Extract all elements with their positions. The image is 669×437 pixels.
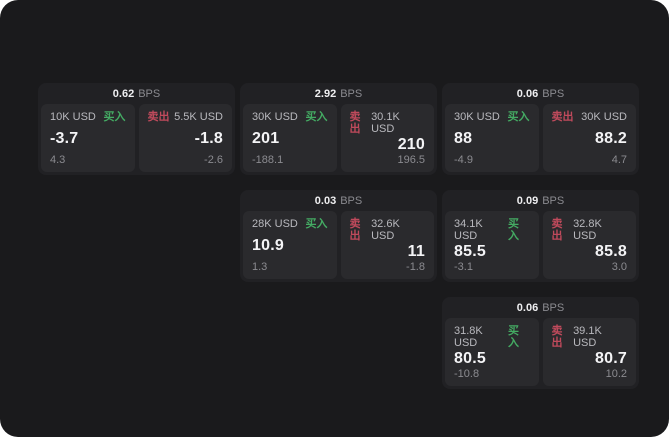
sell-price: 80.7 (595, 350, 627, 367)
sell-change: -1.8 (406, 261, 425, 273)
sell-price: -1.8 (194, 130, 223, 147)
buy-price: 88 (454, 130, 473, 147)
bid-ask-panels: 31.8K USD 买入 80.5 -10.8 卖出 39.1K USD 80.… (445, 318, 636, 386)
bps-header: 0.62 BPS (41, 83, 232, 104)
bid-ask-panels: 30K USD 买入 88 -4.9 卖出 30K USD 88.2 4.7 (445, 104, 636, 172)
quote-card-grid: 0.62 BPS 10K USD 买入 -3.7 4.3 卖出 5.5K USD (38, 83, 639, 389)
buy-side-label: 买入 (507, 111, 530, 123)
buy-change: 4.3 (50, 154, 66, 166)
sell-amount: 39.1K USD (573, 325, 602, 349)
sell-side-label: 卖出 (349, 111, 361, 135)
bid-ask-panels: 10K USD 买入 -3.7 4.3 卖出 5.5K USD -1.8 -2.… (41, 104, 232, 172)
buy-side-label: 买入 (305, 218, 328, 230)
buy-amount: 31.8K USD (454, 325, 483, 349)
buy-side-label: 买入 (103, 111, 126, 123)
sell-change: 196.5 (397, 154, 425, 166)
bps-header: 2.92 BPS (243, 83, 434, 104)
sell-amount: 32.8K USD (573, 218, 602, 242)
sell-change: 10.2 (605, 368, 627, 380)
quote-card: 0.06 BPS 31.8K USD 买入 80.5 -10.8 卖出 39.1… (442, 297, 639, 389)
quote-card: 0.09 BPS 34.1K USD 买入 85.5 -3.1 卖出 32.8K… (442, 190, 639, 282)
bps-unit-label: BPS (542, 301, 565, 314)
sell-side-label: 卖出 (147, 111, 170, 123)
bps-unit-label: BPS (542, 87, 565, 100)
sell-price: 85.8 (595, 243, 627, 260)
bps-value: 0.03 (314, 194, 337, 207)
sell-panel[interactable]: 卖出 30K USD 88.2 4.7 (542, 104, 636, 172)
bps-header: 0.03 BPS (243, 190, 434, 211)
buy-price: 80.5 (454, 350, 486, 367)
buy-panel[interactable]: 30K USD 买入 201 -188.1 (243, 104, 337, 172)
buy-panel[interactable]: 34.1K USD 买入 85.5 -3.1 (445, 211, 539, 279)
sell-change: 4.7 (611, 154, 627, 166)
sell-price: 210 (397, 136, 425, 153)
buy-panel[interactable]: 30K USD 买入 88 -4.9 (445, 104, 539, 172)
sell-amount: 30.1K USD (371, 111, 400, 135)
sell-side-label: 卖出 (349, 218, 361, 242)
buy-change: 1.3 (252, 261, 268, 273)
bid-ask-panels: 34.1K USD 买入 85.5 -3.1 卖出 32.8K USD 85.8… (445, 211, 636, 279)
buy-price: 10.9 (252, 237, 284, 254)
sell-price: 11 (407, 243, 425, 260)
bps-value: 0.62 (112, 87, 135, 100)
sell-panel[interactable]: 卖出 5.5K USD -1.8 -2.6 (138, 104, 232, 172)
sell-side-label: 卖出 (551, 325, 563, 349)
buy-amount: 34.1K USD (454, 218, 483, 242)
bps-value: 0.06 (516, 301, 539, 314)
sell-panel[interactable]: 卖出 39.1K USD 80.7 10.2 (542, 318, 636, 386)
bps-unit-label: BPS (138, 87, 161, 100)
buy-side-label: 买入 (507, 325, 519, 349)
bid-ask-panels: 30K USD 买入 201 -188.1 卖出 30.1K USD 210 1… (243, 104, 434, 172)
buy-panel[interactable]: 31.8K USD 买入 80.5 -10.8 (445, 318, 539, 386)
buy-side-label: 买入 (305, 111, 328, 123)
sell-side-label: 卖出 (551, 111, 574, 123)
sell-amount: 32.6K USD (371, 218, 400, 242)
quote-card: 0.62 BPS 10K USD 买入 -3.7 4.3 卖出 5.5K USD (38, 83, 235, 175)
buy-price: 85.5 (454, 243, 486, 260)
buy-price: -3.7 (50, 130, 79, 147)
bps-header: 0.06 BPS (445, 83, 636, 104)
quote-card: 0.06 BPS 30K USD 买入 88 -4.9 卖出 30K USD (442, 83, 639, 175)
bps-unit-label: BPS (340, 87, 363, 100)
buy-panel[interactable]: 10K USD 买入 -3.7 4.3 (41, 104, 135, 172)
buy-change: -10.8 (454, 368, 480, 380)
sell-price: 88.2 (595, 130, 627, 147)
buy-amount: 10K USD (50, 111, 96, 123)
sell-change: 3.0 (611, 261, 627, 273)
buy-price: 201 (252, 130, 280, 147)
sell-panel[interactable]: 卖出 32.8K USD 85.8 3.0 (542, 211, 636, 279)
quote-card: 0.03 BPS 28K USD 买入 10.9 1.3 卖出 32.6K US… (240, 190, 437, 282)
bps-unit-label: BPS (542, 194, 565, 207)
quote-card: 2.92 BPS 30K USD 买入 201 -188.1 卖出 30.1K … (240, 83, 437, 175)
bps-unit-label: BPS (340, 194, 363, 207)
buy-change: -4.9 (454, 154, 473, 166)
bps-header: 0.09 BPS (445, 190, 636, 211)
sell-side-label: 卖出 (551, 218, 563, 242)
sell-amount: 5.5K USD (174, 111, 223, 123)
buy-amount: 30K USD (454, 111, 500, 123)
buy-amount: 28K USD (252, 218, 298, 230)
sell-amount: 30K USD (581, 111, 627, 123)
buy-change: -3.1 (454, 261, 473, 273)
buy-change: -188.1 (252, 154, 284, 166)
sell-panel[interactable]: 卖出 32.6K USD 11 -1.8 (340, 211, 434, 279)
buy-panel[interactable]: 28K USD 买入 10.9 1.3 (243, 211, 337, 279)
bps-header: 0.06 BPS (445, 297, 636, 318)
buy-side-label: 买入 (507, 218, 519, 242)
bps-value: 2.92 (314, 87, 337, 100)
buy-amount: 30K USD (252, 111, 298, 123)
bps-value: 0.09 (516, 194, 539, 207)
sell-panel[interactable]: 卖出 30.1K USD 210 196.5 (340, 104, 434, 172)
bid-ask-panels: 28K USD 买入 10.9 1.3 卖出 32.6K USD 11 -1.8 (243, 211, 434, 279)
sell-change: -2.6 (204, 154, 223, 166)
bps-value: 0.06 (516, 87, 539, 100)
